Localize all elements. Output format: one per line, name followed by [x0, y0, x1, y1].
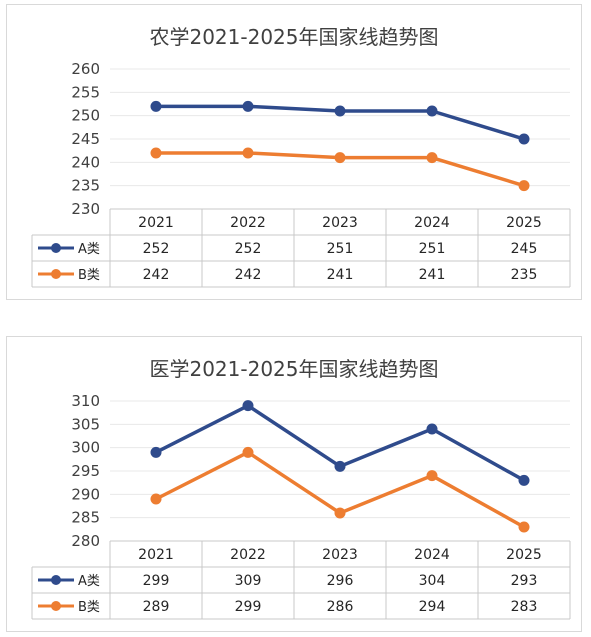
y-tick-label: 290 [71, 485, 100, 503]
data-table-value: 299 [235, 599, 262, 615]
data-table-value: 241 [327, 267, 354, 283]
data-table-value: 293 [511, 573, 538, 589]
data-table-value: 251 [419, 241, 446, 257]
legend-key-marker [51, 243, 61, 253]
data-table-value: 252 [143, 241, 170, 257]
data-point [242, 100, 254, 112]
data-point [334, 507, 346, 519]
data-point [334, 152, 346, 164]
x-tick-label: 2023 [322, 215, 358, 231]
data-table-value: 283 [511, 599, 538, 615]
chart-panel-medicine: 医学2021-2025年国家线趋势图 310 305 300 295 290 285 280… [6, 336, 582, 632]
y-tick-label: 240 [71, 153, 100, 171]
y-tick-label: 230 [71, 200, 100, 218]
data-point [426, 470, 438, 482]
legend-key-marker [51, 601, 61, 611]
x-tick-label: 2022 [230, 547, 266, 563]
data-point [518, 180, 530, 192]
data-point [150, 446, 162, 458]
data-table-value: 296 [327, 573, 354, 589]
data-point [334, 460, 346, 472]
y-tick-label: 305 [71, 415, 100, 433]
data-point [150, 493, 162, 505]
y-tick-label: 285 [71, 509, 100, 527]
line-chart-medicine: 310 305 300 295 290 285 280 2021 2022 2023 2024 202… [31, 392, 571, 620]
data-point [426, 105, 438, 117]
data-point [518, 133, 530, 145]
data-table-value: 242 [143, 267, 170, 283]
chart-title: 医学2021-2025年国家线趋势图 [149, 357, 439, 381]
y-tick-label: 300 [71, 439, 100, 457]
data-point [242, 147, 254, 159]
data-table-value: 241 [419, 267, 446, 283]
x-tick-label: 2023 [322, 547, 358, 563]
data-table-value: 299 [143, 573, 170, 589]
data-point [242, 446, 254, 458]
x-tick-label: 2025 [506, 547, 542, 563]
data-point [426, 152, 438, 164]
data-table-value: 309 [235, 573, 262, 589]
legend-label: B类 [78, 600, 100, 615]
data-point [150, 100, 162, 112]
y-tick-label: 260 [71, 60, 100, 78]
legend-label: A类 [78, 574, 100, 589]
y-tick-label: 310 [71, 392, 100, 410]
data-point [150, 147, 162, 159]
data-table-value: 251 [327, 241, 354, 257]
x-tick-label: 2025 [506, 215, 542, 231]
x-tick-label: 2022 [230, 215, 266, 231]
data-table-value: 252 [235, 241, 262, 257]
y-tick-label: 255 [71, 83, 100, 101]
data-table-value: 294 [419, 599, 446, 615]
y-tick-label: 280 [71, 532, 100, 550]
y-tick-label: 295 [71, 462, 100, 480]
data-table-value: 304 [419, 573, 446, 589]
legend-key-marker [51, 269, 61, 279]
y-tick-label: 235 [71, 177, 100, 195]
data-point [426, 423, 438, 435]
data-point [518, 474, 530, 486]
x-tick-label: 2024 [414, 215, 450, 231]
x-tick-label: 2024 [414, 547, 450, 563]
legend-key-marker [51, 575, 61, 585]
y-tick-label: 250 [71, 107, 100, 125]
data-table-value: 242 [235, 267, 262, 283]
chart-title: 农学2021-2025年国家线趋势图 [149, 25, 439, 49]
chart-panel-agriculture: 农学2021-2025年国家线趋势图 260 255 250 245 240 235 230… [6, 4, 582, 300]
data-point [334, 105, 346, 117]
y-tick-label: 245 [71, 130, 100, 148]
data-point [242, 400, 254, 412]
legend-label: B类 [78, 268, 100, 283]
data-point [518, 521, 530, 533]
x-tick-label: 2021 [138, 547, 174, 563]
data-table-value: 289 [143, 599, 170, 615]
line-chart-agriculture: 260 255 250 245 240 235 230 2021 2022 2023 2024 202… [31, 60, 571, 288]
data-table-value: 286 [327, 599, 354, 615]
data-table-value: 235 [511, 267, 538, 283]
data-table-value: 245 [511, 241, 538, 257]
legend-label: A类 [78, 242, 100, 257]
x-tick-label: 2021 [138, 215, 174, 231]
